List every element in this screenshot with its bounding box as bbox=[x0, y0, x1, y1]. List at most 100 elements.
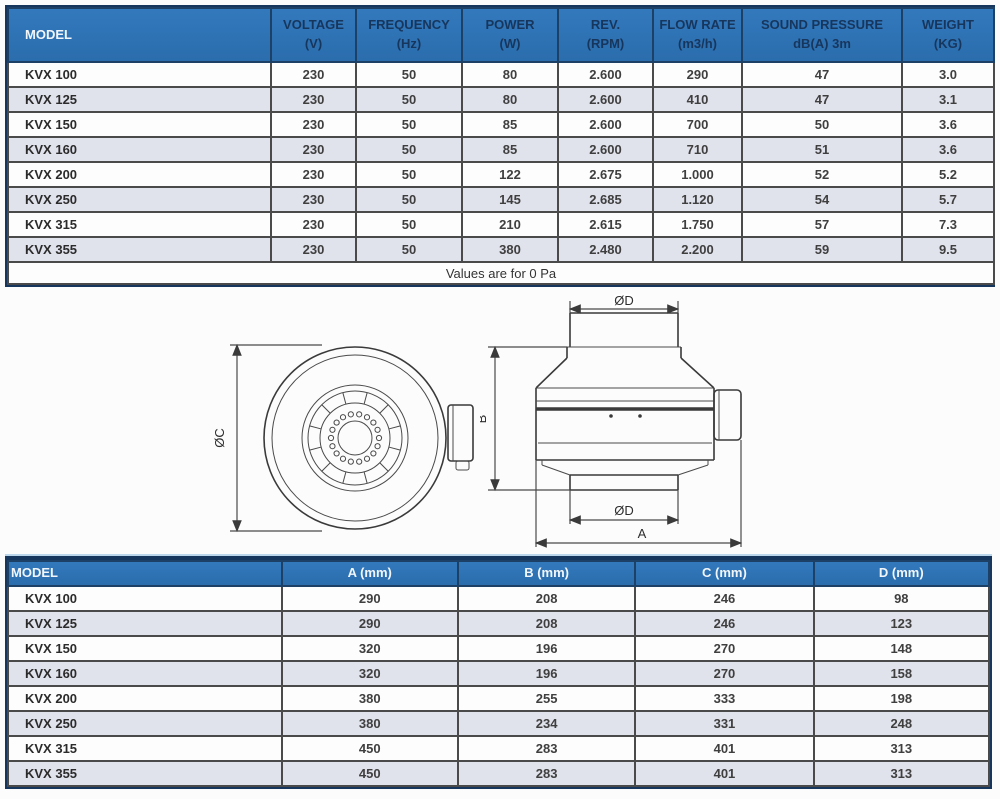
cell-dim-b: 283 bbox=[456, 734, 637, 762]
cell-weight: 7.3 bbox=[901, 211, 995, 238]
cell-dim-b: 196 bbox=[456, 634, 637, 662]
cell-dim-b: 283 bbox=[456, 759, 637, 787]
dimensions-table-wrapper: MODEL A (mm) B (mm) C (mm) D (mm) KVX 10… bbox=[5, 556, 992, 789]
cell-sound: 51 bbox=[741, 136, 903, 163]
cell-frequency: 50 bbox=[355, 186, 463, 213]
spec-table-row: KVX 125 230 50 80 2.600 410 47 3.1 bbox=[7, 86, 995, 113]
cell-dim-d: 248 bbox=[812, 709, 991, 737]
cell-model: KVX 355 bbox=[7, 236, 272, 263]
cell-sound: 50 bbox=[741, 111, 903, 138]
spec-table-row: KVX 100 230 50 80 2.600 290 47 3.0 bbox=[7, 61, 995, 88]
spec-table: MODEL VOLTAGE (V) FREQUENCY (Hz) POWER (… bbox=[7, 7, 995, 285]
dimensions-table-row: KVX 160 320 196 270 158 bbox=[7, 659, 991, 687]
cell-dim-d: 98 bbox=[812, 584, 991, 612]
dimensions-table-row: KVX 250 380 234 331 248 bbox=[7, 709, 991, 737]
spec-table-row: KVX 150 230 50 85 2.600 700 50 3.6 bbox=[7, 111, 995, 138]
cell-frequency: 50 bbox=[355, 236, 463, 263]
column-header: D (mm) bbox=[812, 560, 991, 587]
cell-sound: 54 bbox=[741, 186, 903, 213]
cell-weight: 9.5 bbox=[901, 236, 995, 263]
cell-model: KVX 315 bbox=[7, 211, 272, 238]
spec-table-row: KVX 200 230 50 122 2.675 1.000 52 5.2 bbox=[7, 161, 995, 188]
cell-power: 85 bbox=[461, 136, 559, 163]
cell-rev: 2.600 bbox=[557, 111, 654, 138]
cell-flow-rate: 710 bbox=[652, 136, 743, 163]
cell-weight: 3.6 bbox=[901, 111, 995, 138]
column-header: POWER (W) bbox=[461, 7, 559, 63]
spec-table-row: KVX 355 230 50 380 2.480 2.200 59 9.5 bbox=[7, 236, 995, 263]
spec-table-wrapper: MODEL VOLTAGE (V) FREQUENCY (Hz) POWER (… bbox=[5, 5, 995, 287]
cell-sound: 52 bbox=[741, 161, 903, 188]
cell-model: KVX 250 bbox=[7, 186, 272, 213]
footnote-text: Values are for 0 Pa bbox=[7, 261, 995, 285]
cell-dim-b: 208 bbox=[456, 584, 637, 612]
footnote-row: Values are for 0 Pa bbox=[7, 261, 995, 285]
cell-dim-b: 255 bbox=[456, 684, 637, 712]
dimensions-table-body: KVX 100 290 208 246 98 KVX 125 290 208 2… bbox=[7, 584, 991, 787]
cell-voltage: 230 bbox=[270, 211, 357, 238]
dimension-diagram: ØC bbox=[210, 293, 790, 556]
dimension-c: ØC bbox=[212, 343, 322, 533]
cell-model: KVX 200 bbox=[7, 161, 272, 188]
column-header: FREQUENCY (Hz) bbox=[355, 7, 463, 63]
fan-side-outline bbox=[535, 312, 715, 491]
spec-table-body: KVX 100 230 50 80 2.600 290 47 3.0 KVX 1… bbox=[7, 61, 995, 263]
cell-frequency: 50 bbox=[355, 111, 463, 138]
cell-dim-a: 380 bbox=[280, 684, 459, 712]
column-header: SOUND PRESSURE dB(A) 3m bbox=[741, 7, 903, 63]
cell-voltage: 230 bbox=[270, 86, 357, 113]
cell-weight: 3.0 bbox=[901, 61, 995, 88]
column-header: C (mm) bbox=[634, 560, 815, 587]
dimension-b: B bbox=[480, 345, 570, 492]
dimension-d-bottom: ØD bbox=[568, 490, 680, 525]
cell-dim-a: 290 bbox=[280, 609, 459, 637]
dim-label-d-top: ØD bbox=[614, 293, 634, 308]
cell-power: 145 bbox=[461, 186, 559, 213]
column-header: REV. (RPM) bbox=[557, 7, 654, 63]
cell-dim-d: 313 bbox=[812, 759, 991, 787]
column-header: WEIGHT (KG) bbox=[901, 7, 995, 63]
cell-frequency: 50 bbox=[355, 136, 463, 163]
cell-rev: 2.600 bbox=[557, 86, 654, 113]
cell-voltage: 230 bbox=[270, 186, 357, 213]
cell-dim-c: 331 bbox=[634, 709, 815, 737]
cell-flow-rate: 700 bbox=[652, 111, 743, 138]
cell-model: KVX 250 bbox=[7, 709, 283, 737]
cell-power: 80 bbox=[461, 86, 559, 113]
cell-model: KVX 100 bbox=[7, 61, 272, 88]
cell-flow-rate: 410 bbox=[652, 86, 743, 113]
cell-dim-c: 401 bbox=[634, 759, 815, 787]
cell-dim-c: 401 bbox=[634, 734, 815, 762]
spec-header-row: MODEL VOLTAGE (V) FREQUENCY (Hz) POWER (… bbox=[7, 7, 995, 63]
cell-sound: 47 bbox=[741, 86, 903, 113]
cell-flow-rate: 1.120 bbox=[652, 186, 743, 213]
cell-rev: 2.675 bbox=[557, 161, 654, 188]
fan-front-view-drawing: ØC bbox=[212, 343, 474, 533]
spec-table-row: KVX 160 230 50 85 2.600 710 51 3.6 bbox=[7, 136, 995, 163]
cell-model: KVX 150 bbox=[7, 111, 272, 138]
cell-model: KVX 125 bbox=[7, 609, 283, 637]
cell-rev: 2.480 bbox=[557, 236, 654, 263]
cell-dim-c: 246 bbox=[634, 609, 815, 637]
cell-frequency: 50 bbox=[355, 161, 463, 188]
cell-dim-c: 270 bbox=[634, 634, 815, 662]
cell-weight: 3.1 bbox=[901, 86, 995, 113]
cell-sound: 57 bbox=[741, 211, 903, 238]
cell-frequency: 50 bbox=[355, 86, 463, 113]
dimension-a: A bbox=[534, 440, 743, 548]
junction-box-front bbox=[447, 404, 474, 471]
cell-dim-c: 333 bbox=[634, 684, 815, 712]
cell-dim-d: 198 bbox=[812, 684, 991, 712]
cell-model: KVX 315 bbox=[7, 734, 283, 762]
dimensions-table: MODEL A (mm) B (mm) C (mm) D (mm) KVX 10… bbox=[7, 560, 991, 787]
fan-side-view-drawing: ØD B ØD A bbox=[480, 293, 743, 548]
cell-rev: 2.600 bbox=[557, 136, 654, 163]
cell-dim-b: 196 bbox=[456, 659, 637, 687]
cell-model: KVX 200 bbox=[7, 684, 283, 712]
dimensions-table-row: KVX 200 380 255 333 198 bbox=[7, 684, 991, 712]
cell-model: KVX 125 bbox=[7, 86, 272, 113]
dimension-d-top: ØD bbox=[568, 293, 680, 314]
cell-dim-d: 158 bbox=[812, 659, 991, 687]
cell-model: KVX 355 bbox=[7, 759, 283, 787]
spec-table-row: KVX 315 230 50 210 2.615 1.750 57 7.3 bbox=[7, 211, 995, 238]
